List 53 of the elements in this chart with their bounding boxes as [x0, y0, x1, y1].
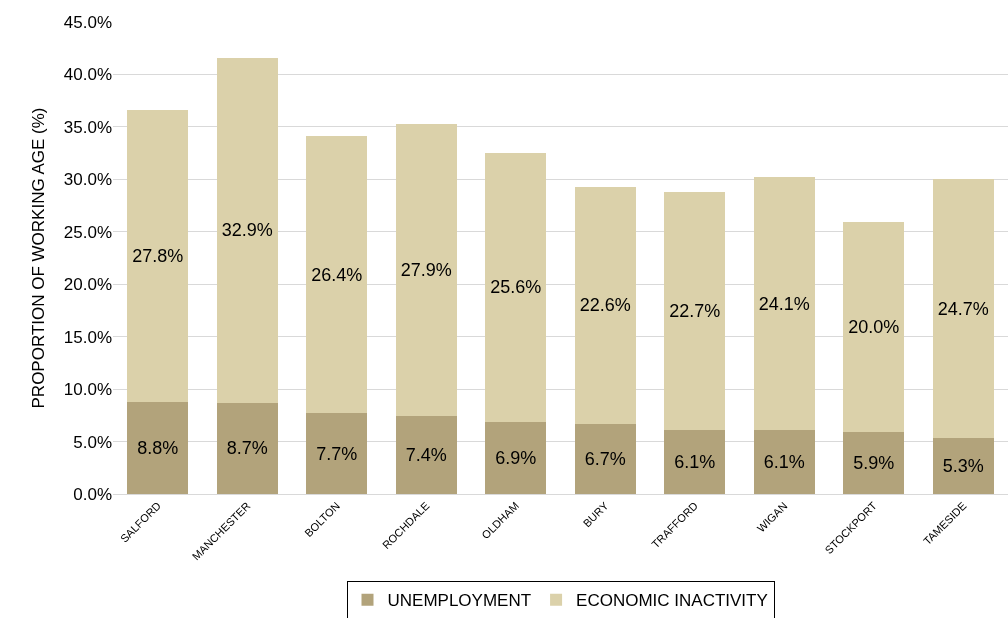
data-label: 25.6% — [490, 277, 542, 298]
data-label: 8.7% — [226, 438, 268, 459]
bar — [932, 179, 994, 439]
bar — [395, 123, 457, 417]
data-label: 6.7% — [584, 448, 626, 469]
y-tick-label: 10.0% — [63, 380, 112, 400]
data-label: 22.7% — [669, 300, 721, 321]
y-axis-title: PROPORTION OF WORKING AGE (%) — [29, 107, 49, 409]
data-label: 6.9% — [495, 447, 537, 468]
data-label: 7.4% — [405, 445, 447, 466]
data-label: 24.1% — [758, 293, 810, 314]
bar — [127, 110, 189, 402]
bar — [843, 222, 905, 433]
y-tick-label: 30.0% — [63, 170, 112, 190]
data-label: 6.1% — [763, 452, 805, 473]
bar — [306, 413, 368, 494]
data-label: 32.9% — [221, 220, 273, 241]
data-label: 27.9% — [400, 260, 452, 281]
bar — [485, 153, 547, 422]
data-label: 8.8% — [137, 437, 179, 458]
data-label: 6.1% — [674, 452, 716, 473]
bar — [753, 430, 815, 494]
y-tick-label: 15.0% — [63, 327, 112, 347]
y-tick-label: 40.0% — [63, 65, 112, 85]
data-label: 20.0% — [848, 317, 900, 338]
bar — [395, 416, 457, 494]
bar — [485, 421, 547, 494]
data-label: 7.7% — [316, 443, 358, 464]
data-label: 27.8% — [132, 245, 184, 266]
data-label: 5.9% — [853, 453, 895, 474]
y-tick-label: 5.0% — [73, 432, 112, 452]
bar — [216, 57, 278, 403]
y-tick-label: 25.0% — [63, 222, 112, 242]
bar — [216, 402, 278, 494]
data-label: 24.7% — [937, 298, 989, 319]
y-tick-label: 35.0% — [63, 117, 112, 137]
y-tick-label: 0.0% — [73, 484, 112, 504]
bar — [306, 136, 368, 414]
bar — [574, 186, 636, 424]
bar — [932, 438, 994, 494]
bar — [664, 191, 726, 431]
bar — [753, 177, 815, 431]
data-label: 26.4% — [311, 264, 363, 285]
y-tick-label: 45.0% — [63, 12, 112, 32]
bar — [127, 401, 189, 494]
legend-label: ECONOMIC INACTIVITY — [576, 591, 768, 611]
legend-label: UNEMPLOYMENT — [387, 591, 532, 611]
data-label: 22.6% — [579, 295, 631, 316]
bar — [664, 430, 726, 494]
bar — [843, 432, 905, 494]
data-label: 5.3% — [942, 456, 984, 477]
bar — [574, 423, 636, 494]
y-tick-label: 20.0% — [63, 275, 112, 295]
